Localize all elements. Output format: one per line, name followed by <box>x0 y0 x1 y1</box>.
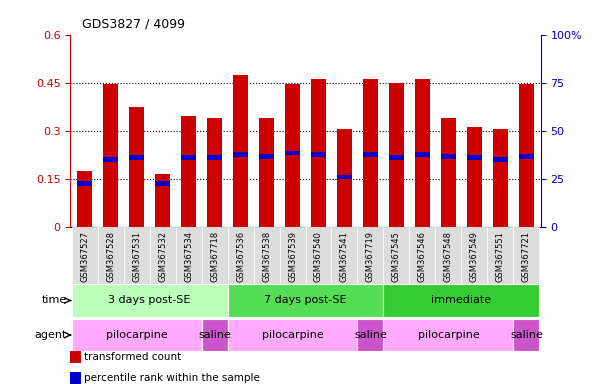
Text: GSM367548: GSM367548 <box>444 231 453 282</box>
Bar <box>513 227 540 284</box>
Text: saline: saline <box>510 330 543 340</box>
Bar <box>71 319 202 351</box>
Bar <box>227 227 254 284</box>
Text: GSM367545: GSM367545 <box>392 231 401 282</box>
Bar <box>175 227 202 284</box>
Bar <box>202 227 227 284</box>
Bar <box>488 227 513 284</box>
Bar <box>233 74 248 227</box>
Bar <box>258 118 274 227</box>
Text: GDS3827 / 4099: GDS3827 / 4099 <box>82 18 186 31</box>
Bar <box>71 284 227 317</box>
Bar <box>389 156 404 160</box>
Bar <box>492 157 508 162</box>
Bar <box>285 151 300 156</box>
Text: time: time <box>42 295 67 306</box>
Text: GSM367531: GSM367531 <box>132 231 141 282</box>
Bar <box>77 170 92 227</box>
Bar <box>415 152 430 157</box>
Bar <box>357 319 384 351</box>
Bar <box>202 319 227 351</box>
Text: pilocarpine: pilocarpine <box>106 330 167 340</box>
Text: GSM367539: GSM367539 <box>288 231 297 282</box>
Bar <box>513 319 540 351</box>
Bar <box>363 152 378 157</box>
Text: 3 days post-SE: 3 days post-SE <box>108 295 191 306</box>
Bar <box>384 284 540 317</box>
Text: GSM367528: GSM367528 <box>106 231 115 282</box>
Text: immediate: immediate <box>431 295 491 306</box>
Bar <box>337 175 353 179</box>
Text: percentile rank within the sample: percentile rank within the sample <box>84 373 260 383</box>
Bar <box>71 227 98 284</box>
Text: transformed count: transformed count <box>84 352 181 362</box>
Text: GSM367534: GSM367534 <box>184 231 193 282</box>
Bar <box>519 154 534 159</box>
Bar <box>155 181 170 186</box>
Text: GSM367546: GSM367546 <box>418 231 427 282</box>
Bar <box>363 79 378 227</box>
Text: agent: agent <box>35 330 67 340</box>
Bar <box>389 83 404 227</box>
Text: GSM367532: GSM367532 <box>158 231 167 282</box>
Text: GSM367540: GSM367540 <box>314 231 323 282</box>
Bar <box>181 116 196 227</box>
Bar <box>306 227 332 284</box>
Bar <box>98 227 123 284</box>
Text: saline: saline <box>198 330 231 340</box>
Text: GSM367527: GSM367527 <box>80 231 89 282</box>
Bar <box>181 156 196 160</box>
Bar <box>441 154 456 159</box>
Text: GSM367549: GSM367549 <box>470 231 479 282</box>
Text: GSM367721: GSM367721 <box>522 231 531 282</box>
Text: GSM367536: GSM367536 <box>236 231 245 282</box>
Bar <box>519 84 534 227</box>
Bar <box>129 156 144 160</box>
Bar <box>254 227 279 284</box>
Bar <box>461 227 488 284</box>
Text: pilocarpine: pilocarpine <box>417 330 480 340</box>
Text: GSM367719: GSM367719 <box>366 231 375 282</box>
Bar <box>227 284 384 317</box>
Bar <box>311 152 326 157</box>
Text: GSM367541: GSM367541 <box>340 231 349 282</box>
Bar <box>150 227 175 284</box>
Bar <box>285 84 300 227</box>
Bar <box>155 174 170 227</box>
Text: GSM367718: GSM367718 <box>210 231 219 282</box>
Bar <box>233 152 248 157</box>
Bar <box>279 227 306 284</box>
Text: pilocarpine: pilocarpine <box>262 330 323 340</box>
Bar <box>103 84 119 227</box>
Bar <box>258 154 274 159</box>
Bar <box>77 181 92 186</box>
Bar <box>311 79 326 227</box>
Bar <box>467 127 482 227</box>
Bar <box>409 227 436 284</box>
Bar <box>123 227 150 284</box>
Bar <box>415 79 430 227</box>
Bar <box>384 319 513 351</box>
Bar <box>227 319 357 351</box>
Bar <box>436 227 461 284</box>
Bar <box>129 107 144 227</box>
Text: saline: saline <box>354 330 387 340</box>
Bar <box>441 118 456 227</box>
Bar <box>207 118 222 227</box>
Bar <box>103 157 119 162</box>
Bar <box>207 156 222 160</box>
Bar <box>332 227 357 284</box>
Bar <box>467 156 482 160</box>
Text: 7 days post-SE: 7 days post-SE <box>264 295 347 306</box>
Bar <box>492 129 508 227</box>
Text: GSM367538: GSM367538 <box>262 231 271 282</box>
Bar <box>357 227 384 284</box>
Text: GSM367551: GSM367551 <box>496 231 505 282</box>
Bar <box>337 129 353 227</box>
Bar <box>384 227 409 284</box>
